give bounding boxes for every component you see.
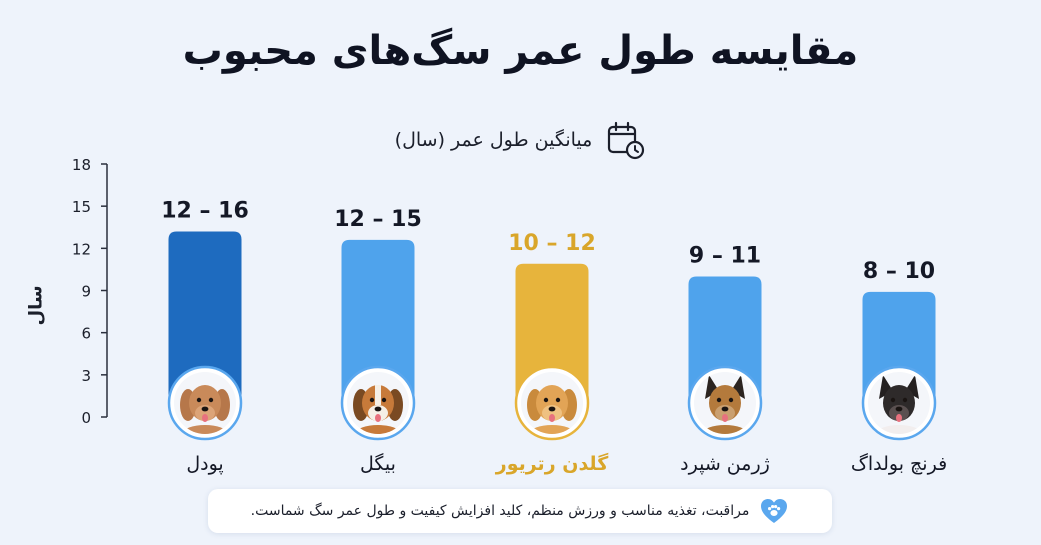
bar <box>515 263 589 403</box>
y-tick-label: 3 <box>81 367 91 385</box>
dog-face-icon <box>527 385 577 434</box>
dog-photo <box>687 365 763 441</box>
bar-group: 12 – 15 بیگل <box>334 207 422 475</box>
bar-value-label: 12 – 15 <box>334 207 422 232</box>
bar-value-label: 9 – 11 <box>689 243 761 268</box>
category-label: فرنچ بولداگ <box>851 453 947 475</box>
bar-group: 8 – 10 فرنچ بولداگ <box>851 259 947 475</box>
dog-photo <box>861 365 937 441</box>
bar <box>341 239 415 403</box>
chart-subtitle: میانگین طول عمر (سال) <box>394 129 593 151</box>
dog-photo <box>167 365 243 441</box>
y-tick-label: 9 <box>81 283 91 301</box>
category-label: پودل <box>186 453 223 475</box>
footer-text: مراقبت، تغذیه مناسب و ورزش منظم، کلید اف… <box>250 503 750 519</box>
bar-value-label: 12 – 16 <box>161 198 249 223</box>
y-tick-label: 0 <box>81 409 91 427</box>
category-label: ژرمن شپرد <box>680 453 770 475</box>
y-tick-label: 18 <box>72 156 91 174</box>
bar-group: 10 – 12 گلدن رتریور <box>495 231 609 475</box>
footer-note: مراقبت، تغذیه مناسب و ورزش منظم، کلید اف… <box>208 489 832 533</box>
dog-face-icon <box>703 375 747 434</box>
dog-photo <box>514 365 590 441</box>
dog-face-icon <box>180 385 230 434</box>
dog-face-icon <box>877 375 921 434</box>
bar-group: 9 – 11 ژرمن شپرد <box>680 243 770 475</box>
bar <box>168 231 242 403</box>
category-label: بیگل <box>360 452 396 475</box>
y-tick-label: 15 <box>72 198 91 216</box>
paw-heart-icon <box>761 499 788 523</box>
chart-title: مقایسه طول عمر سگ‌های محبوب <box>182 28 859 74</box>
y-tick-label: 12 <box>72 240 91 258</box>
y-tick-label: 6 <box>81 325 91 343</box>
bar-value-label: 8 – 10 <box>863 259 935 284</box>
dog-photo <box>340 365 416 441</box>
dog-face-icon <box>353 385 403 434</box>
calendar-clock-icon <box>608 121 645 160</box>
category-label: گلدن رتریور <box>495 452 609 475</box>
bar-group: 12 – 16 پودل <box>161 198 249 475</box>
subtitle-row: میانگین طول عمر (سال) <box>0 120 1041 160</box>
bar-value-label: 10 – 12 <box>508 231 596 256</box>
